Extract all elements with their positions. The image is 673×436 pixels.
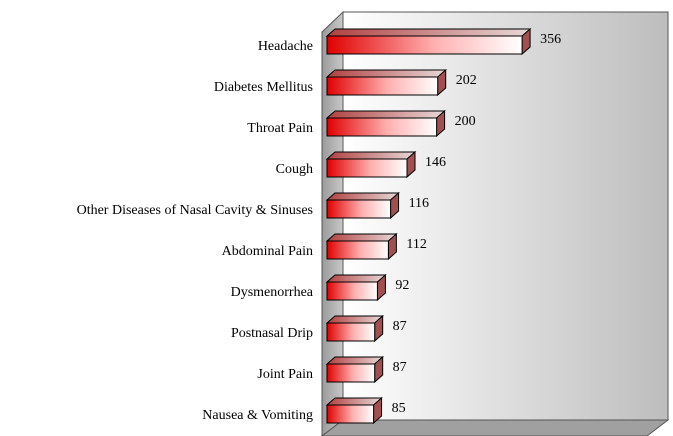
- category-label: Headache: [258, 39, 313, 54]
- bar-top: [325, 233, 398, 242]
- bar: [326, 322, 376, 342]
- floor: [321, 419, 670, 436]
- category-label: Cough: [276, 162, 313, 177]
- bar: [326, 240, 389, 260]
- bar: [326, 404, 375, 424]
- value-label: 112: [406, 237, 426, 252]
- bar: [326, 117, 438, 137]
- value-label: 202: [456, 73, 477, 88]
- value-label: 200: [455, 114, 476, 129]
- bar-top: [325, 315, 385, 324]
- bar: [326, 76, 439, 96]
- value-label: 92: [395, 278, 409, 293]
- value-label: 356: [540, 32, 561, 47]
- bar-top: [325, 192, 400, 201]
- bar: [326, 158, 408, 178]
- category-label: Abdominal Pain: [222, 244, 313, 259]
- bar-top: [325, 151, 417, 160]
- value-label: 87: [393, 360, 407, 375]
- category-label: Postnasal Drip: [231, 326, 313, 341]
- bar-top: [325, 397, 383, 406]
- bar: [326, 281, 378, 301]
- category-label: Joint Pain: [257, 367, 313, 382]
- category-label: Nausea & Vomiting: [202, 408, 313, 423]
- value-label: 87: [393, 319, 407, 334]
- category-label: Diabetes Mellitus: [214, 80, 313, 95]
- value-label: 85: [392, 401, 406, 416]
- bar: [326, 35, 523, 55]
- bar-top: [325, 274, 387, 283]
- value-label: 116: [409, 196, 429, 211]
- bar-top: [325, 28, 532, 37]
- bar-top: [325, 69, 448, 78]
- category-label: Other Diseases of Nasal Cavity & Sinuses: [77, 203, 313, 218]
- category-label: Dysmenorrhea: [231, 285, 314, 300]
- bar: [326, 363, 376, 383]
- value-label: 146: [425, 155, 446, 170]
- bar-top: [325, 110, 446, 119]
- category-label: Throat Pain: [247, 121, 313, 136]
- bar-top: [325, 356, 385, 365]
- bar: [326, 199, 392, 219]
